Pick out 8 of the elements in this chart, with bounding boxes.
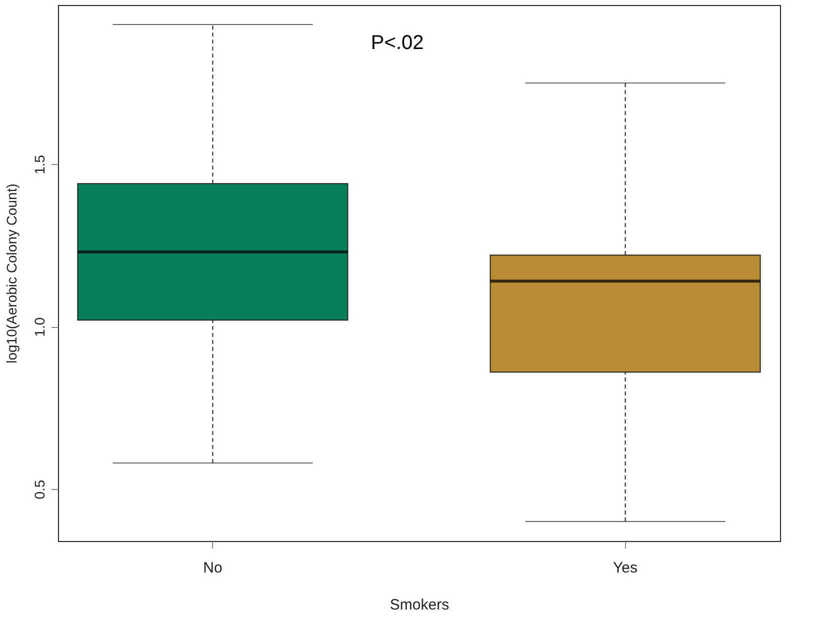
y-axis-title: log10(Aerobic Colony Count) bbox=[4, 184, 20, 364]
x-tick-label: Yes bbox=[613, 560, 638, 576]
y-tick-label: 0.5 bbox=[32, 480, 48, 500]
annotation: P<.02 bbox=[370, 32, 424, 54]
y-tick-label: 1.0 bbox=[32, 317, 48, 337]
x-axis-title: Smokers bbox=[390, 596, 450, 614]
y-tick-label: 1.5 bbox=[32, 154, 48, 174]
x-tick-label: No bbox=[203, 560, 222, 576]
